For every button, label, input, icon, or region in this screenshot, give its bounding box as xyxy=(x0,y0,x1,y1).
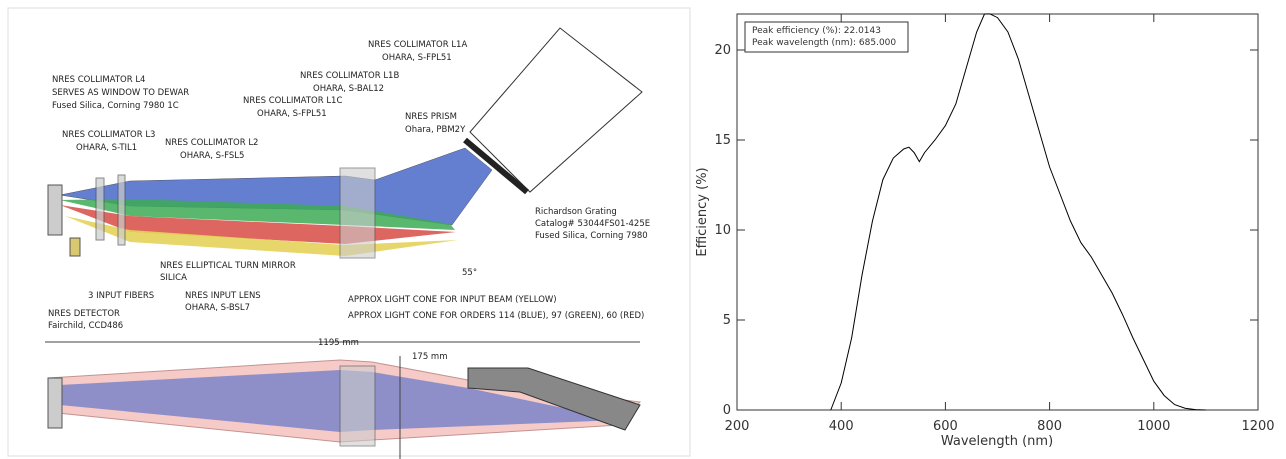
bottom-lens xyxy=(340,366,375,446)
label: OHARA, S-TIL1 xyxy=(76,143,137,153)
y-axis-label: Efficiency (%) xyxy=(695,167,710,256)
x-tick-label: 600 xyxy=(933,419,958,434)
label: 3 INPUT FIBERS xyxy=(88,291,154,301)
label: NRES COLLIMATOR L2 xyxy=(165,138,258,148)
label: OHARA, S-FPL51 xyxy=(382,53,452,63)
lens-l2 xyxy=(118,175,125,245)
label: NRES COLLIMATOR L4 xyxy=(52,75,145,85)
label: NRES COLLIMATOR L1A xyxy=(368,40,467,50)
label: SILICA xyxy=(160,273,187,283)
annotation: Peak efficiency (%): 22.0143 xyxy=(752,26,881,36)
label: 55° xyxy=(462,268,477,278)
label: Richardson Grating xyxy=(535,207,617,217)
optical-diagram: NRES COLLIMATOR L4 SERVES AS WINDOW TO D… xyxy=(8,8,690,459)
label: OHARA, S-BSL7 xyxy=(185,303,250,313)
annotation: Peak wavelength (nm): 685.000 xyxy=(752,38,896,48)
y-tick-label: 15 xyxy=(714,133,731,148)
label: SERVES AS WINDOW TO DEWAR xyxy=(52,88,189,98)
label: APPROX LIGHT CONE FOR INPUT BEAM (YELLOW… xyxy=(348,295,557,305)
label: Catalog# 53044FS01-425E xyxy=(535,219,650,229)
y-tick-label: 10 xyxy=(714,223,731,238)
y-tick-label: 0 xyxy=(723,403,731,418)
figure: NRES COLLIMATOR L4 SERVES AS WINDOW TO D… xyxy=(0,0,1286,459)
label: NRES ELLIPTICAL TURN MIRROR xyxy=(160,261,296,271)
lens-l3 xyxy=(96,178,104,240)
y-tick-label: 5 xyxy=(723,313,731,328)
lens-l4 xyxy=(48,185,62,235)
label: 1195 mm xyxy=(318,338,359,348)
label: NRES COLLIMATOR L1B xyxy=(300,71,399,81)
x-tick-label: 400 xyxy=(829,419,854,434)
label: APPROX LIGHT CONE FOR ORDERS 114 (BLUE),… xyxy=(348,311,644,321)
label: NRES DETECTOR xyxy=(48,309,120,319)
x-axis-label: Wavelength (nm) xyxy=(941,434,1053,449)
x-tick-label: 1200 xyxy=(1241,419,1274,434)
turn-mirror xyxy=(70,238,80,256)
label: NRES INPUT LENS xyxy=(185,291,261,301)
label: Ohara, PBM2Y xyxy=(405,125,466,135)
bottom-lens xyxy=(48,378,62,428)
label: Fused Silica, Corning 7980 1C xyxy=(52,101,179,111)
label: 175 mm xyxy=(412,352,448,362)
x-tick-label: 1000 xyxy=(1137,419,1170,434)
label: Fused Silica, Corning 7980 xyxy=(535,231,648,241)
y-tick-label: 20 xyxy=(714,43,731,58)
label: NRES PRISM xyxy=(405,112,457,122)
lens-l1 xyxy=(340,168,375,258)
label: OHARA, S-BAL12 xyxy=(313,84,384,94)
x-tick-label: 800 xyxy=(1037,419,1062,434)
label: NRES COLLIMATOR L1C xyxy=(243,96,342,106)
label: OHARA, S-FPL51 xyxy=(257,109,327,119)
label: NRES COLLIMATOR L3 xyxy=(62,130,155,140)
page: NRES COLLIMATOR L4 SERVES AS WINDOW TO D… xyxy=(0,0,1286,459)
x-tick-label: 200 xyxy=(725,419,750,434)
label: Fairchild, CCD486 xyxy=(48,321,123,331)
label: OHARA, S-FSL5 xyxy=(180,151,244,161)
